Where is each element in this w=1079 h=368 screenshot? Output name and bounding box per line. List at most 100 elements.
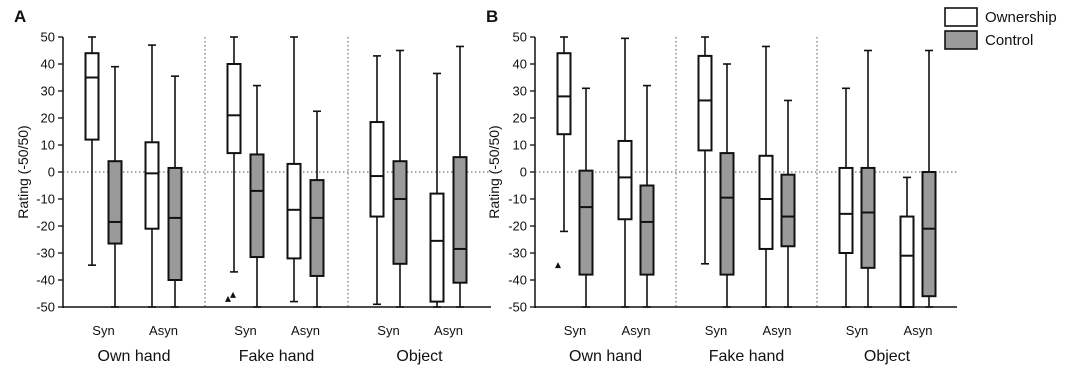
y-tick-label: -10 [508, 192, 527, 207]
box-ownership-own-hand-asyn [617, 37, 633, 308]
box-control-fake-hand-asyn [309, 110, 325, 308]
y-tick-label: 0 [48, 165, 55, 180]
legend: Ownership Control [944, 7, 1057, 50]
condition-label: Syn [705, 323, 727, 338]
box-control-object-asyn [452, 45, 468, 308]
box-control-own-hand-syn [578, 87, 594, 308]
y-tick-label: -40 [36, 273, 55, 288]
y-tick-label: 20 [41, 111, 55, 126]
y-tick-label: -40 [508, 273, 527, 288]
group-label: Object [396, 348, 443, 365]
box-control-fake-hand-syn [249, 84, 265, 308]
y-tick-label: -50 [36, 300, 55, 315]
box-ownership-object-asyn [429, 72, 445, 308]
condition-label: Syn [377, 323, 399, 338]
box-body [838, 166, 854, 254]
box-body [719, 152, 735, 276]
y-tick-label: -20 [508, 219, 527, 234]
y-axis-title: Rating (-50/50) [15, 125, 31, 218]
y-tick-label: 50 [41, 30, 55, 45]
box-control-own-hand-asyn [167, 75, 183, 308]
box-body [617, 139, 633, 221]
box-body [429, 192, 445, 303]
box-ownership-object-syn [369, 55, 385, 306]
condition-label: Asyn [622, 323, 651, 338]
box-body [556, 52, 572, 136]
condition-label: Asyn [904, 323, 933, 338]
group-label: Fake hand [709, 348, 785, 365]
box-body [226, 63, 242, 155]
box-body [249, 153, 265, 259]
box-control-object-syn [860, 49, 876, 308]
box-body [899, 215, 915, 308]
legend-label-ownership: Ownership [985, 9, 1057, 26]
outlier-marker [555, 262, 561, 269]
box-body [167, 166, 183, 281]
box-ownership-fake-hand-syn [225, 36, 242, 302]
box-ownership-object-asyn [899, 176, 915, 308]
panel-b-chart: B 50 40 30 20 10 0 -10 -20 -30 -40 -50 Rating (-50/5… [486, 7, 957, 365]
y-tick-label: 20 [513, 111, 527, 126]
group-label: Fake hand [239, 348, 315, 365]
y-tick-label: 50 [513, 30, 527, 45]
legend-label-control: Control [985, 32, 1033, 49]
condition-label: Asyn [434, 323, 463, 338]
y-tick-label: -30 [508, 246, 527, 261]
box-body [697, 54, 713, 152]
box-body [758, 154, 774, 250]
box-body [639, 184, 655, 276]
box-ownership-fake-hand-syn [697, 36, 713, 265]
y-tick-label: -20 [36, 219, 55, 234]
y-tick-label: 10 [41, 138, 55, 153]
box-body [84, 52, 100, 141]
y-tick-label: 10 [513, 138, 527, 153]
box-body [369, 121, 385, 218]
box-body [144, 141, 160, 230]
box-control-object-asyn [921, 49, 937, 308]
box-body [107, 160, 123, 245]
group-label: Own hand [569, 348, 642, 365]
box-body [860, 166, 876, 269]
panel-letter: B [486, 7, 498, 26]
box-ownership-fake-hand-asyn [286, 36, 302, 303]
group-label: Object [864, 348, 911, 365]
y-tick-label: 30 [513, 84, 527, 99]
y-tick-label: 40 [513, 57, 527, 72]
box-body [309, 179, 325, 277]
box-body [578, 169, 594, 276]
box-control-own-hand-asyn [639, 84, 655, 308]
y-tick-label: -10 [36, 192, 55, 207]
group-label: Own hand [98, 348, 171, 365]
panel-letter: A [14, 7, 26, 26]
condition-label: Syn [234, 323, 256, 338]
box-control-fake-hand-syn [719, 63, 735, 308]
y-axis-title: Rating (-50/50) [486, 125, 502, 218]
box-ownership-own-hand-asyn [144, 44, 160, 308]
panel-a-chart: A 50 40 30 20 10 0 -10 -20 -30 -40 -50 Rating (-50/5… [14, 7, 491, 365]
box-control-own-hand-syn [107, 65, 123, 308]
y-tick-label: 30 [41, 84, 55, 99]
box-body [921, 171, 937, 298]
legend-swatch-control [944, 30, 978, 50]
box-control-fake-hand-asyn [780, 99, 796, 308]
condition-label: Syn [846, 323, 868, 338]
outlier-marker [230, 291, 236, 298]
condition-label: Asyn [149, 323, 178, 338]
box-ownership-own-hand-syn [84, 36, 100, 266]
y-tick-label: -50 [508, 300, 527, 315]
y-tick-label: 40 [41, 57, 55, 72]
legend-swatch-ownership [944, 7, 978, 27]
box-ownership-fake-hand-asyn [758, 45, 774, 308]
condition-label: Syn [92, 323, 114, 338]
box-body [286, 162, 302, 260]
y-tick-label: -30 [36, 246, 55, 261]
box-ownership-object-syn [838, 87, 854, 308]
y-tick-label: 0 [520, 165, 527, 180]
box-ownership-own-hand-syn [555, 36, 572, 269]
condition-label: Asyn [763, 323, 792, 338]
box-body [392, 160, 408, 265]
box-control-object-syn [392, 49, 408, 308]
outlier-marker [225, 295, 231, 302]
box-body [780, 173, 796, 248]
